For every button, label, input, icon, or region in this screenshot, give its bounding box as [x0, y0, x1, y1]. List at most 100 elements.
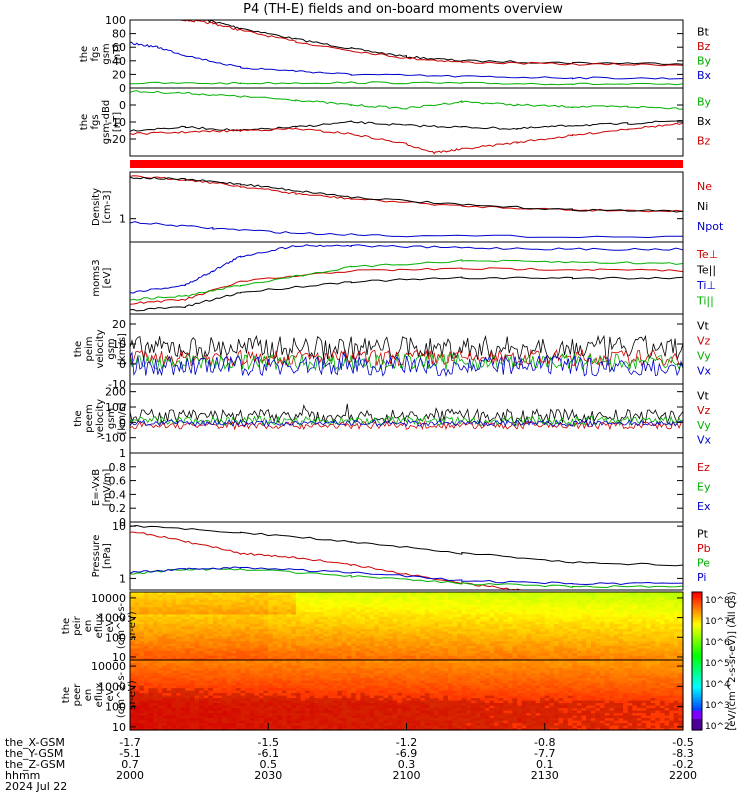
heatmap-cell — [641, 650, 647, 654]
heatmap-cell — [521, 606, 527, 610]
heatmap-cell — [245, 662, 251, 666]
legend-label-Ez: Ez — [697, 461, 710, 474]
heatmap-cell — [153, 672, 159, 676]
heatmap-cell — [286, 621, 292, 625]
heatmap-cell — [484, 635, 491, 639]
heatmap-cell — [245, 623, 251, 627]
heatmap-cell — [139, 650, 145, 654]
heatmap-cell — [355, 604, 362, 608]
heatmap-cell — [323, 690, 329, 694]
heatmap-cell — [162, 697, 168, 701]
heatmap-cell — [406, 638, 412, 642]
heatmap-cell — [669, 609, 675, 613]
heatmap-cell — [314, 712, 320, 716]
heatmap-cell — [314, 650, 320, 654]
heatmap-cell — [259, 720, 265, 724]
heatmap-cell — [655, 592, 661, 596]
heatmap-cell — [475, 618, 481, 622]
y-tick-label: 10 — [112, 338, 126, 351]
heatmap-cell — [558, 652, 564, 656]
heatmap-cell — [544, 623, 550, 627]
heatmap-cell — [586, 652, 592, 656]
heatmap-cell — [378, 616, 385, 620]
heatmap-cell — [438, 601, 444, 605]
heatmap-cell — [176, 626, 182, 630]
heatmap-cell — [526, 640, 532, 644]
heatmap-cell — [189, 596, 196, 600]
heatmap-cell — [245, 596, 251, 600]
heatmap-cell — [235, 601, 242, 605]
heatmap-cell — [549, 621, 555, 625]
heatmap-cell — [185, 665, 191, 669]
heatmap-cell — [300, 727, 306, 731]
heatmap-cell — [318, 638, 325, 642]
heatmap-cell — [669, 626, 675, 630]
heatmap-cell — [590, 652, 597, 656]
heatmap-cell — [176, 638, 182, 642]
heatmap-cell — [240, 616, 246, 620]
legend-label-Ne: Ne — [697, 180, 712, 193]
heatmap-cell — [199, 712, 205, 716]
heatmap-cell — [166, 672, 173, 676]
heatmap-cell — [254, 695, 260, 699]
heatmap-cell — [245, 700, 251, 704]
heatmap-cell — [553, 652, 560, 656]
heatmap-cell — [567, 623, 573, 627]
heatmap-cell — [397, 609, 403, 613]
heatmap-cell — [632, 630, 638, 634]
heatmap-cell — [148, 640, 154, 644]
heatmap-cell — [318, 707, 325, 711]
heatmap-cell — [471, 596, 477, 600]
heatmap-cell — [553, 611, 560, 615]
heatmap-cell — [309, 650, 315, 654]
heatmap-cell — [235, 599, 242, 603]
heatmap-cell — [650, 596, 656, 600]
heatmap-cell — [632, 592, 638, 596]
heatmap-cell — [360, 643, 366, 647]
heatmap-cell — [332, 662, 338, 666]
heatmap-cell — [291, 695, 297, 699]
heatmap-cell — [337, 665, 343, 669]
heatmap-cell — [314, 670, 320, 674]
heatmap-cell — [245, 618, 251, 622]
heatmap-cell — [208, 657, 214, 661]
heatmap-cell — [157, 594, 163, 598]
heatmap-cell — [351, 594, 357, 598]
heatmap-cell — [581, 599, 587, 603]
heatmap-cell — [314, 594, 320, 598]
heatmap-cell — [180, 692, 186, 696]
heatmap-cell — [461, 616, 468, 620]
heatmap-cell — [355, 647, 362, 651]
heatmap-cell — [664, 633, 670, 637]
heatmap-cell — [530, 628, 537, 632]
heatmap-cell — [295, 657, 302, 661]
heatmap-cell — [641, 592, 647, 596]
heatmap-cell — [332, 667, 338, 671]
heatmap-cell — [586, 626, 592, 630]
heatmap-cell — [189, 707, 196, 711]
heatmap-cell — [282, 697, 288, 701]
heatmap-cell — [452, 604, 458, 608]
heatmap-cell — [655, 633, 661, 637]
heatmap-cell — [282, 670, 288, 674]
heatmap-cell — [240, 682, 246, 686]
heatmap-cell — [604, 592, 610, 596]
heatmap-cell — [600, 599, 606, 603]
heatmap-cell — [438, 628, 444, 632]
heatmap-cell — [295, 660, 302, 664]
heatmap-cell — [176, 692, 182, 696]
heatmap-cell — [157, 643, 163, 647]
heatmap-cell — [259, 667, 265, 671]
heatmap-cell — [471, 652, 477, 656]
heatmap-cell — [268, 705, 274, 709]
heatmap-cell — [452, 633, 458, 637]
heatmap-cell — [162, 596, 168, 600]
y-axis-label: eflux — [94, 614, 105, 639]
heatmap-cell — [153, 623, 159, 627]
heatmap-cell — [609, 592, 615, 596]
heatmap-cell — [438, 647, 444, 651]
heatmap-cell — [392, 599, 398, 603]
heatmap-cell — [618, 633, 624, 637]
heatmap-cell — [130, 712, 136, 716]
heatmap-cell — [139, 599, 145, 603]
